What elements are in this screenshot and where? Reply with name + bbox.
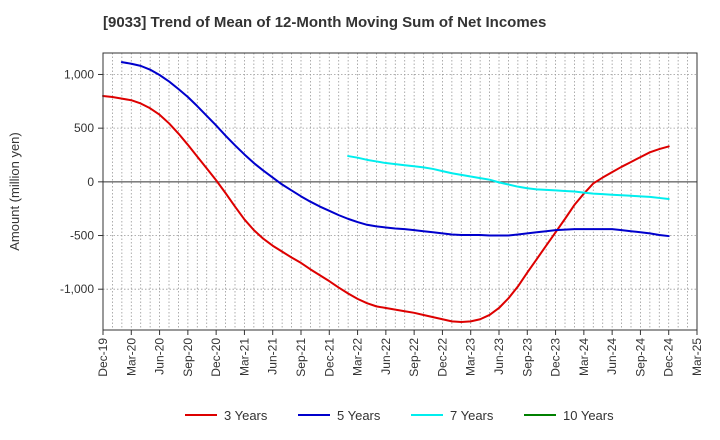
x-tick-label: Dec-24: [662, 338, 676, 377]
legend-label: 3 Years: [224, 408, 268, 423]
legend: 3 Years 5 Years 7 Years 10 Years: [185, 408, 614, 423]
legend-label: 7 Years: [450, 408, 494, 423]
x-tick-label: Sep-23: [520, 338, 534, 377]
x-tick-label: Dec-19: [96, 338, 110, 377]
y-tick-label: 0: [87, 175, 94, 189]
x-tick-label: Jun-20: [153, 338, 167, 375]
series-lines: [102, 61, 670, 323]
y-axis-title: Amount (million yen): [7, 132, 22, 251]
x-tick-label: Jun-22: [379, 338, 393, 375]
x-tick-label: Mar-22: [351, 338, 365, 376]
legend-item: 7 Years: [411, 408, 494, 423]
series-line-3-years: [102, 94, 670, 323]
x-tick-label: Jun-21: [266, 338, 280, 375]
x-tick-label: Mar-21: [237, 338, 251, 376]
x-tick-label: Jun-23: [492, 338, 506, 375]
x-tick-label: Dec-20: [209, 338, 223, 377]
y-tick-label: 1,000: [64, 67, 94, 81]
x-tick-label: Jun-24: [605, 338, 619, 375]
series-line-7-years: [347, 155, 670, 201]
y-axis-ticks: 1,000 500 0 -500 -1,000: [60, 67, 103, 296]
series-line-5-years: [120, 61, 670, 238]
chart-title: [9033] Trend of Mean of 12-Month Moving …: [103, 14, 547, 31]
y-tick-label: -1,000: [60, 282, 94, 296]
x-tick-label: Dec-22: [435, 338, 449, 377]
legend-label: 5 Years: [337, 408, 381, 423]
x-tick-label: Sep-22: [407, 338, 421, 377]
x-tick-label: Mar-24: [577, 338, 591, 376]
x-tick-label: Dec-23: [549, 338, 563, 377]
y-tick-label: 500: [74, 121, 94, 135]
x-axis-ticks: Dec-19 Mar-20 Jun-20 Sep-20 Dec-20 Mar-21 Jun-…: [96, 330, 704, 377]
y-tick-label: -500: [70, 229, 94, 243]
grid-lines: [103, 53, 697, 330]
x-tick-label: Sep-20: [181, 338, 195, 377]
legend-item: 10 Years: [524, 408, 614, 423]
x-tick-label: Mar-23: [464, 338, 478, 376]
x-tick-label: Mar-25: [690, 338, 704, 376]
x-tick-label: Mar-20: [124, 338, 138, 376]
legend-item: 5 Years: [298, 408, 381, 423]
plot-frame: [102, 52, 698, 331]
x-tick-label: Sep-24: [633, 338, 647, 377]
legend-item: 3 Years: [185, 408, 268, 423]
x-tick-label: Dec-21: [322, 338, 336, 377]
legend-label: 10 Years: [563, 408, 614, 423]
plot-area: [103, 53, 697, 330]
x-tick-label: Sep-21: [294, 338, 308, 377]
